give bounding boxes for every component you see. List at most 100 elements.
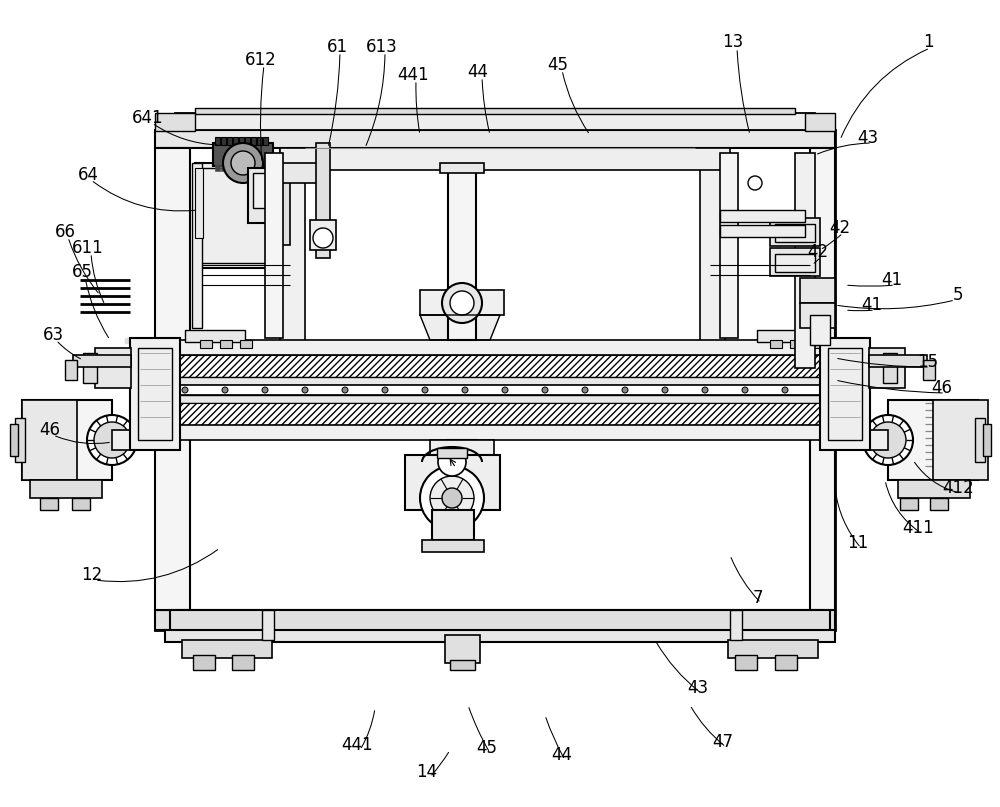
Bar (975, 418, 985, 462)
Text: 44: 44 (468, 63, 488, 81)
Text: 412: 412 (942, 479, 974, 497)
Circle shape (422, 387, 428, 393)
Bar (95, 348, 131, 388)
Text: 411: 411 (902, 519, 934, 537)
Bar (263, 137, 268, 145)
Text: 42: 42 (829, 219, 851, 237)
Bar (200, 340, 212, 348)
Bar (810, 340, 822, 348)
Bar (245, 137, 250, 145)
Circle shape (223, 143, 263, 183)
Text: 41: 41 (861, 296, 883, 314)
Bar (168, 385, 832, 395)
Bar (869, 348, 905, 388)
Bar (248, 168, 280, 223)
Bar (240, 340, 252, 348)
Text: 64: 64 (78, 166, 98, 184)
Circle shape (462, 387, 468, 393)
Bar (770, 218, 820, 246)
Bar (233, 137, 238, 145)
Bar (883, 353, 897, 383)
Bar (112, 430, 167, 450)
Text: 61: 61 (326, 38, 348, 56)
Bar (770, 340, 782, 348)
Text: 7: 7 (753, 589, 763, 607)
Text: 66: 66 (54, 223, 76, 241)
Bar (22, 400, 112, 480)
Bar (720, 210, 805, 222)
Bar (233, 165, 238, 171)
Text: 611: 611 (72, 239, 104, 257)
Bar (10, 424, 18, 456)
Bar (448, 440, 476, 490)
Circle shape (870, 422, 906, 458)
Circle shape (222, 387, 228, 393)
Bar (73, 355, 131, 367)
Text: 641: 641 (132, 109, 164, 127)
Text: 42: 42 (807, 243, 829, 261)
Bar (800, 278, 835, 303)
Bar (245, 165, 250, 171)
Bar (810, 148, 835, 610)
Bar (257, 137, 262, 145)
Bar (138, 348, 172, 440)
Bar (888, 400, 978, 480)
Bar (800, 303, 835, 328)
Bar (155, 113, 195, 131)
Bar (227, 137, 232, 145)
Circle shape (502, 387, 508, 393)
Bar (432, 510, 474, 540)
Text: 11: 11 (847, 534, 869, 552)
Bar (757, 330, 817, 342)
Circle shape (420, 466, 484, 530)
Circle shape (262, 387, 268, 393)
Bar (168, 425, 832, 440)
Circle shape (622, 387, 628, 393)
Circle shape (582, 387, 588, 393)
Text: 46: 46 (40, 421, 60, 439)
Bar (930, 498, 948, 510)
Bar (262, 610, 274, 640)
Bar (278, 180, 290, 245)
Circle shape (822, 387, 828, 393)
Bar (22, 400, 77, 480)
Bar (72, 498, 90, 510)
Bar (193, 655, 215, 670)
Bar (192, 163, 202, 328)
Circle shape (702, 387, 708, 393)
Bar (195, 163, 280, 268)
Bar (251, 165, 256, 171)
Bar (257, 165, 262, 171)
Text: 12: 12 (81, 566, 103, 584)
Bar (805, 113, 835, 131)
Bar (422, 540, 484, 552)
Circle shape (742, 387, 748, 393)
Bar (923, 360, 935, 380)
Bar (900, 498, 918, 510)
Bar (828, 348, 862, 440)
Bar (310, 220, 336, 250)
Circle shape (87, 415, 137, 465)
Bar (65, 360, 77, 380)
Bar (221, 137, 226, 145)
Bar (420, 290, 504, 315)
Bar (448, 170, 476, 340)
Bar (170, 610, 830, 632)
Bar (265, 153, 283, 338)
Text: 1: 1 (923, 33, 933, 51)
Polygon shape (420, 315, 500, 340)
Circle shape (662, 387, 668, 393)
Bar (221, 165, 226, 171)
Bar (251, 137, 256, 145)
Bar (898, 480, 970, 498)
Circle shape (450, 291, 474, 315)
Bar (280, 163, 320, 183)
Bar (200, 168, 275, 263)
Bar (215, 137, 220, 145)
Bar (215, 165, 220, 171)
Bar (450, 660, 475, 670)
Circle shape (182, 387, 188, 393)
Text: 47: 47 (712, 733, 734, 751)
Bar (239, 137, 244, 145)
Text: 441: 441 (397, 66, 429, 84)
